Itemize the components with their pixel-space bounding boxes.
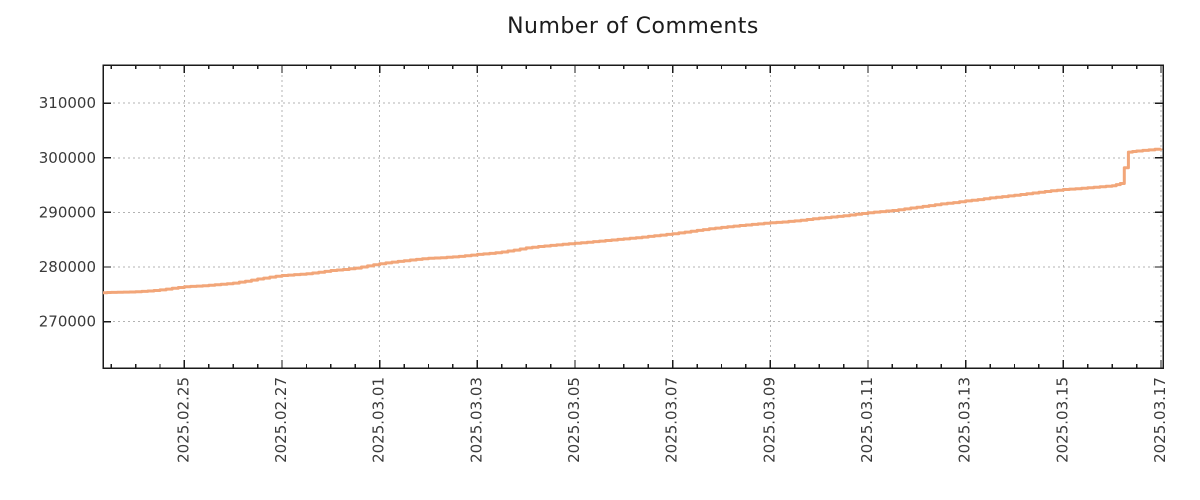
x-tick-label: 2025.03.01 [370, 377, 388, 463]
y-tick-label: 310000 [39, 94, 96, 112]
x-tick-label: 2025.03.09 [760, 377, 778, 463]
chart-title: Number of Comments [507, 14, 759, 39]
plot-border [102, 64, 1164, 369]
x-tick-label: 2025.03.07 [663, 377, 681, 463]
series-line-comments [103, 147, 1163, 295]
x-tick-label: 2025.03.17 [1151, 377, 1169, 463]
x-tick-label: 2025.03.13 [956, 377, 974, 463]
x-tick-label: 2025.02.25 [174, 377, 192, 463]
y-tick-label: 270000 [39, 313, 96, 331]
x-tick-label: 2025.03.05 [565, 377, 583, 463]
x-tick-label: 2025.02.27 [272, 377, 290, 463]
y-tick-label: 290000 [39, 203, 96, 221]
x-tick-label: 2025.03.03 [467, 377, 485, 463]
y-tick-label: 300000 [39, 149, 96, 167]
y-tick-label: 280000 [39, 258, 96, 276]
x-tick-label: 2025.03.11 [858, 377, 876, 463]
x-tick-label: 2025.03.15 [1053, 377, 1071, 463]
